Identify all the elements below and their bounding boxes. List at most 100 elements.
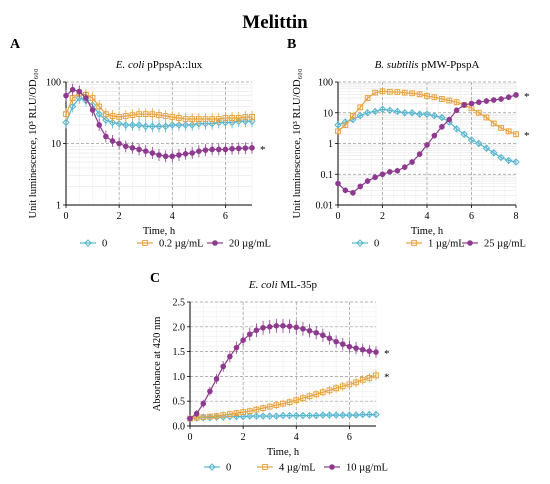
data-point [416,91,423,98]
legend-swatch-marker [212,240,218,246]
data-point [193,410,200,417]
data-point [63,92,69,99]
data-point [319,411,327,419]
data-point [326,387,333,394]
data-point [213,413,220,419]
legend: 0 1 µg/mL 25 µg/mL [352,239,526,250]
data-point [229,146,235,152]
data-point [293,324,300,331]
data-point [129,145,136,151]
legend-swatch-marker [411,240,417,246]
y-tick-label: 10 [323,108,333,119]
data-point [68,102,77,111]
data-point [371,107,379,116]
data-point [266,403,273,410]
y-axis-label: Unit luminescence, 10³ RLU/OD₆₀₀ [28,68,39,218]
data-point [182,151,189,157]
data-point [490,149,498,157]
data-point [342,187,349,194]
data-point [103,133,109,140]
legend: 0 0.2 µg/mL 20 µg/mL [80,239,271,250]
data-point [364,178,371,184]
data-point [75,94,83,102]
data-point [300,325,306,332]
data-point [188,121,196,129]
data-point [468,100,475,107]
data-point [379,88,386,95]
panel-title-construct: ML-35p [278,279,318,291]
data-point [200,414,207,420]
data-point [438,113,446,122]
series-2 [335,91,519,196]
data-point [313,391,320,398]
data-point [266,412,274,420]
data-point [239,412,247,421]
data-point [461,102,467,108]
data-point [430,112,439,120]
data-point [102,111,109,118]
data-point [246,412,254,420]
data-point [505,94,512,101]
data-point [359,346,366,353]
data-point [253,327,260,334]
data-point [475,109,482,116]
series-2 [63,83,255,163]
data-point [401,164,408,170]
data-point [201,119,210,128]
data-point [202,147,209,153]
data-point [286,323,293,330]
data-point [286,399,293,406]
data-point [423,110,431,118]
data-point [128,121,137,129]
data-point [352,411,360,419]
data-point [394,89,401,95]
data-point [235,115,242,121]
data-point [359,376,366,383]
data-point [135,121,143,129]
x-tick-label: 0 [336,211,341,222]
data-point [379,171,386,178]
data-point [249,114,255,120]
data-point [394,167,401,174]
data-point [175,121,183,129]
x-tick-label: 0 [188,432,193,443]
data-point [189,116,196,122]
data-point [366,348,373,354]
data-point [408,109,416,117]
data-point [272,412,281,420]
x-tick-label: 2 [117,211,122,222]
data-point [452,125,461,133]
legend-label: 1 µg/mL [428,239,465,250]
y-axis-label: Absorbance at 420 nm [152,317,163,412]
legend-swatch-marker [329,464,335,470]
data-point [409,159,415,165]
x-tick-label: 6 [469,211,474,222]
y-tick-label: 0.0 [173,422,186,433]
x-axis-label: Time, h [411,226,444,237]
data-point [339,411,347,419]
legend-swatch-marker [356,239,364,247]
legend-label: 0 [226,463,231,474]
data-point [386,106,394,115]
data-point [169,153,176,160]
data-point [122,121,130,129]
y-tick-label: 0.1 [321,170,334,181]
data-point [325,411,334,419]
data-point [335,180,341,187]
data-point [63,111,69,118]
data-point [259,412,267,420]
data-point [233,344,240,351]
data-point [196,148,202,154]
panel-title-construct: pMW-PpspA [419,59,480,71]
data-point [476,99,482,106]
data-point [373,349,379,355]
panel-title: B. subtilis pMW-PpspA [375,59,480,71]
data-point [356,112,364,120]
data-point [248,117,256,125]
series-0 [334,105,520,166]
data-point [168,121,176,129]
data-point [446,116,453,123]
data-point [162,113,169,119]
data-point [339,383,346,390]
data-point [228,118,236,127]
